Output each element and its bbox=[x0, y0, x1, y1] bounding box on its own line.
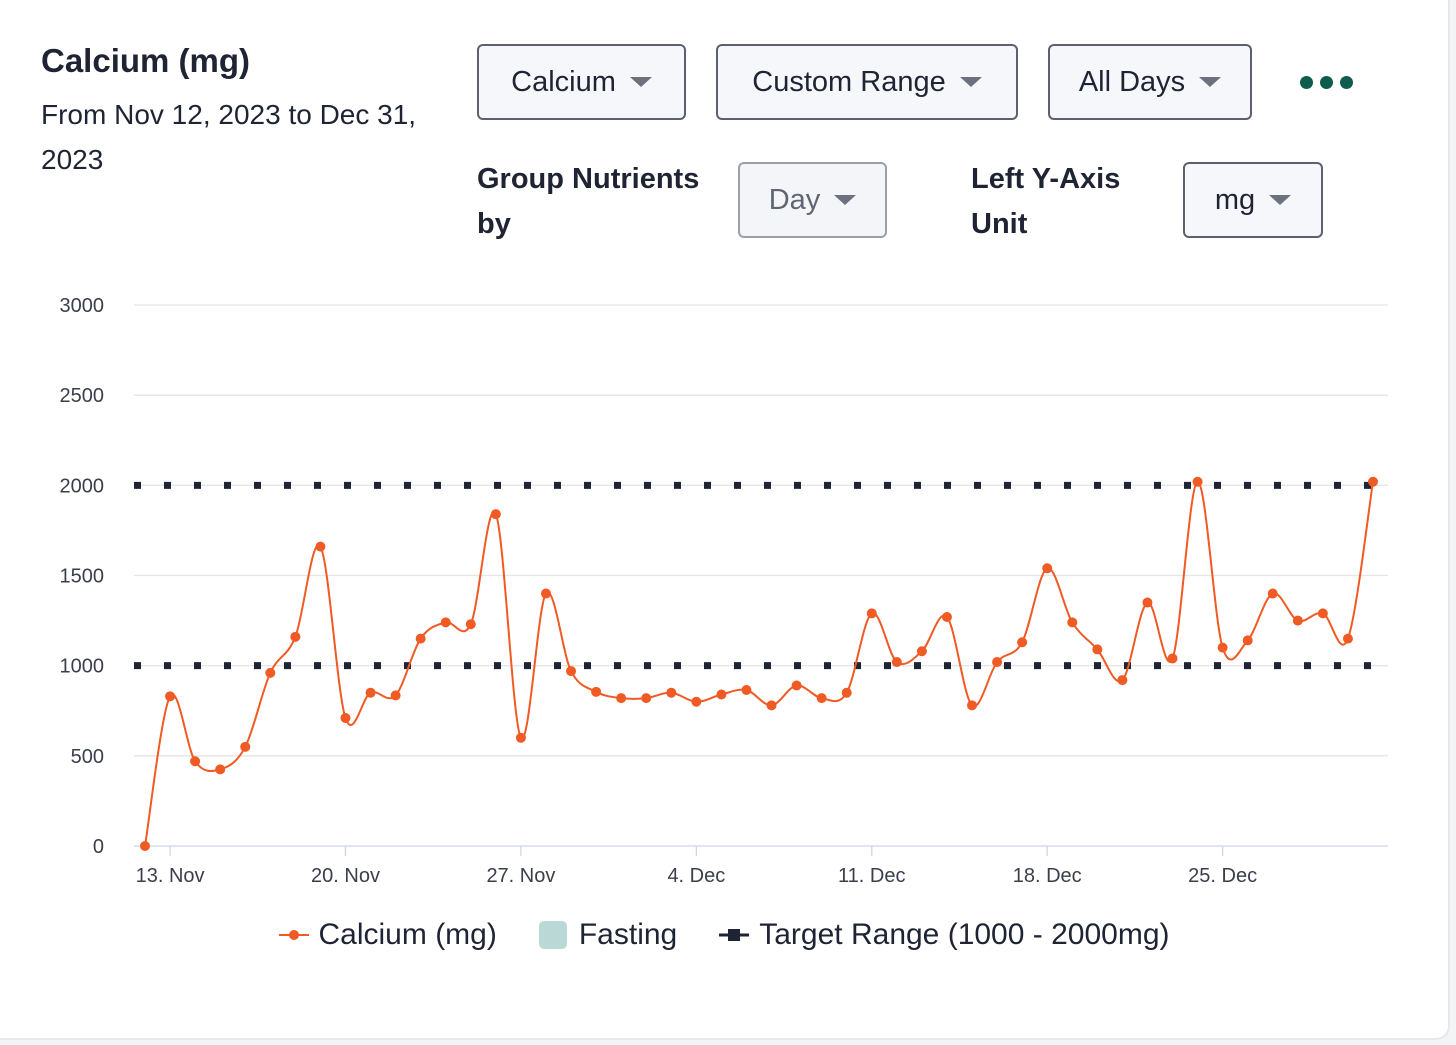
data-point bbox=[941, 611, 952, 622]
group-by-dropdown[interactable]: Day bbox=[738, 162, 887, 238]
legend-label-target-range: Target Range (1000 - 2000mg) bbox=[759, 918, 1170, 951]
data-point bbox=[1217, 642, 1228, 653]
more-options-icon[interactable] bbox=[1300, 76, 1353, 89]
unit-dropdown[interactable]: mg bbox=[1183, 162, 1323, 238]
legend-item-calcium[interactable]: Calcium (mg) bbox=[278, 918, 497, 952]
more-dot bbox=[1340, 76, 1353, 89]
x-tick-label: 13. Nov bbox=[136, 865, 205, 887]
left-y-axis-unit-label: Left Y-Axis Unit bbox=[971, 163, 1121, 240]
data-point bbox=[215, 764, 226, 775]
data-point bbox=[1142, 597, 1153, 608]
data-point bbox=[515, 732, 526, 743]
nutrient-dropdown-value: Calcium bbox=[511, 65, 616, 98]
data-point bbox=[365, 687, 376, 698]
data-point bbox=[1067, 617, 1078, 628]
data-point bbox=[290, 631, 301, 642]
data-point bbox=[566, 666, 577, 677]
data-point bbox=[440, 617, 451, 628]
x-tick-label: 18. Dec bbox=[1013, 865, 1082, 887]
data-point bbox=[591, 686, 602, 697]
data-point bbox=[1042, 563, 1053, 574]
days-dropdown[interactable]: All Days bbox=[1048, 44, 1252, 120]
data-point bbox=[741, 685, 752, 696]
data-point bbox=[816, 693, 827, 704]
legend-label-fasting: Fasting bbox=[578, 918, 678, 951]
y-tick-label: 0 bbox=[93, 836, 104, 858]
data-point bbox=[691, 696, 702, 707]
data-point bbox=[1342, 633, 1353, 644]
range-dropdown-value: Custom Range bbox=[752, 65, 946, 98]
y-tick-label: 1500 bbox=[60, 566, 105, 588]
legend-item-fasting[interactable]: Fasting bbox=[538, 918, 678, 952]
chart-legend: Calcium (mg) Fasting Target Range (1000 … bbox=[0, 918, 1448, 952]
data-point bbox=[390, 690, 401, 701]
data-point bbox=[967, 700, 978, 711]
data-point bbox=[1017, 637, 1028, 648]
legend-label-calcium: Calcium (mg) bbox=[318, 918, 497, 951]
data-point bbox=[616, 693, 627, 704]
legend-square-icon bbox=[538, 920, 569, 950]
y-tick-label: 3000 bbox=[60, 295, 105, 317]
more-dot bbox=[1300, 76, 1313, 89]
data-point bbox=[540, 588, 551, 599]
unit-dropdown-value: mg bbox=[1214, 183, 1256, 216]
chevron-down-icon bbox=[959, 77, 982, 87]
data-point bbox=[1292, 615, 1303, 626]
data-point bbox=[641, 693, 652, 704]
legend-dotted-line-icon bbox=[719, 920, 750, 950]
data-point bbox=[490, 509, 501, 520]
data-point bbox=[791, 680, 802, 691]
data-point bbox=[766, 700, 777, 711]
group-by-dropdown-value: Day bbox=[768, 183, 821, 216]
data-point bbox=[1267, 588, 1278, 599]
legend-line-marker-icon bbox=[278, 920, 309, 950]
data-point bbox=[1242, 635, 1253, 646]
chevron-down-icon bbox=[629, 77, 652, 87]
data-point bbox=[240, 741, 251, 752]
data-point bbox=[1192, 476, 1203, 487]
data-point bbox=[1317, 608, 1328, 619]
y-tick-label: 1000 bbox=[60, 656, 105, 678]
more-dot bbox=[1320, 76, 1333, 89]
legend-item-target-range[interactable]: Target Range (1000 - 2000mg) bbox=[719, 918, 1170, 952]
chevron-down-icon bbox=[834, 195, 857, 205]
x-tick-label: 20. Nov bbox=[311, 865, 380, 887]
data-point bbox=[992, 657, 1003, 668]
data-point bbox=[190, 756, 201, 767]
data-point bbox=[1092, 644, 1103, 655]
nutrient-dropdown[interactable]: Calcium bbox=[477, 44, 686, 120]
data-point bbox=[165, 691, 176, 702]
x-tick-label: 4. Dec bbox=[667, 865, 725, 887]
y-tick-label: 2000 bbox=[60, 475, 105, 497]
data-point bbox=[340, 712, 351, 723]
data-point bbox=[315, 541, 326, 552]
y-tick-label: 2500 bbox=[60, 385, 105, 407]
y-tick-label: 500 bbox=[71, 746, 104, 768]
days-dropdown-value: All Days bbox=[1078, 65, 1186, 98]
x-tick-label: 27. Nov bbox=[486, 865, 555, 887]
range-dropdown[interactable]: Custom Range bbox=[716, 44, 1018, 120]
data-point bbox=[140, 841, 150, 851]
data-point bbox=[891, 657, 902, 668]
data-point bbox=[916, 646, 927, 657]
data-point bbox=[1368, 476, 1378, 487]
chevron-down-icon bbox=[1199, 77, 1222, 87]
chevron-down-icon bbox=[1269, 195, 1292, 205]
line-chart: 0 500 1000 1500 2000 2500 3000 13. Nov 20. Nov 27… bbox=[60, 295, 1388, 887]
data-point bbox=[415, 633, 426, 644]
group-nutrients-label: Group Nutrients by bbox=[477, 163, 700, 240]
data-point bbox=[1117, 675, 1128, 686]
data-point bbox=[666, 687, 677, 698]
x-tick-label: 11. Dec bbox=[838, 865, 905, 887]
data-point bbox=[716, 689, 727, 700]
x-tick-label: 25. Dec bbox=[1188, 865, 1257, 887]
data-point bbox=[465, 619, 476, 630]
data-point bbox=[841, 687, 852, 698]
chart-title: Calcium (mg) bbox=[41, 42, 251, 79]
date-range-subtitle: From Nov 12, 2023 to Dec 31, 2023 bbox=[41, 99, 417, 175]
data-point bbox=[1167, 653, 1178, 664]
data-point bbox=[866, 608, 877, 619]
data-point bbox=[265, 667, 276, 678]
